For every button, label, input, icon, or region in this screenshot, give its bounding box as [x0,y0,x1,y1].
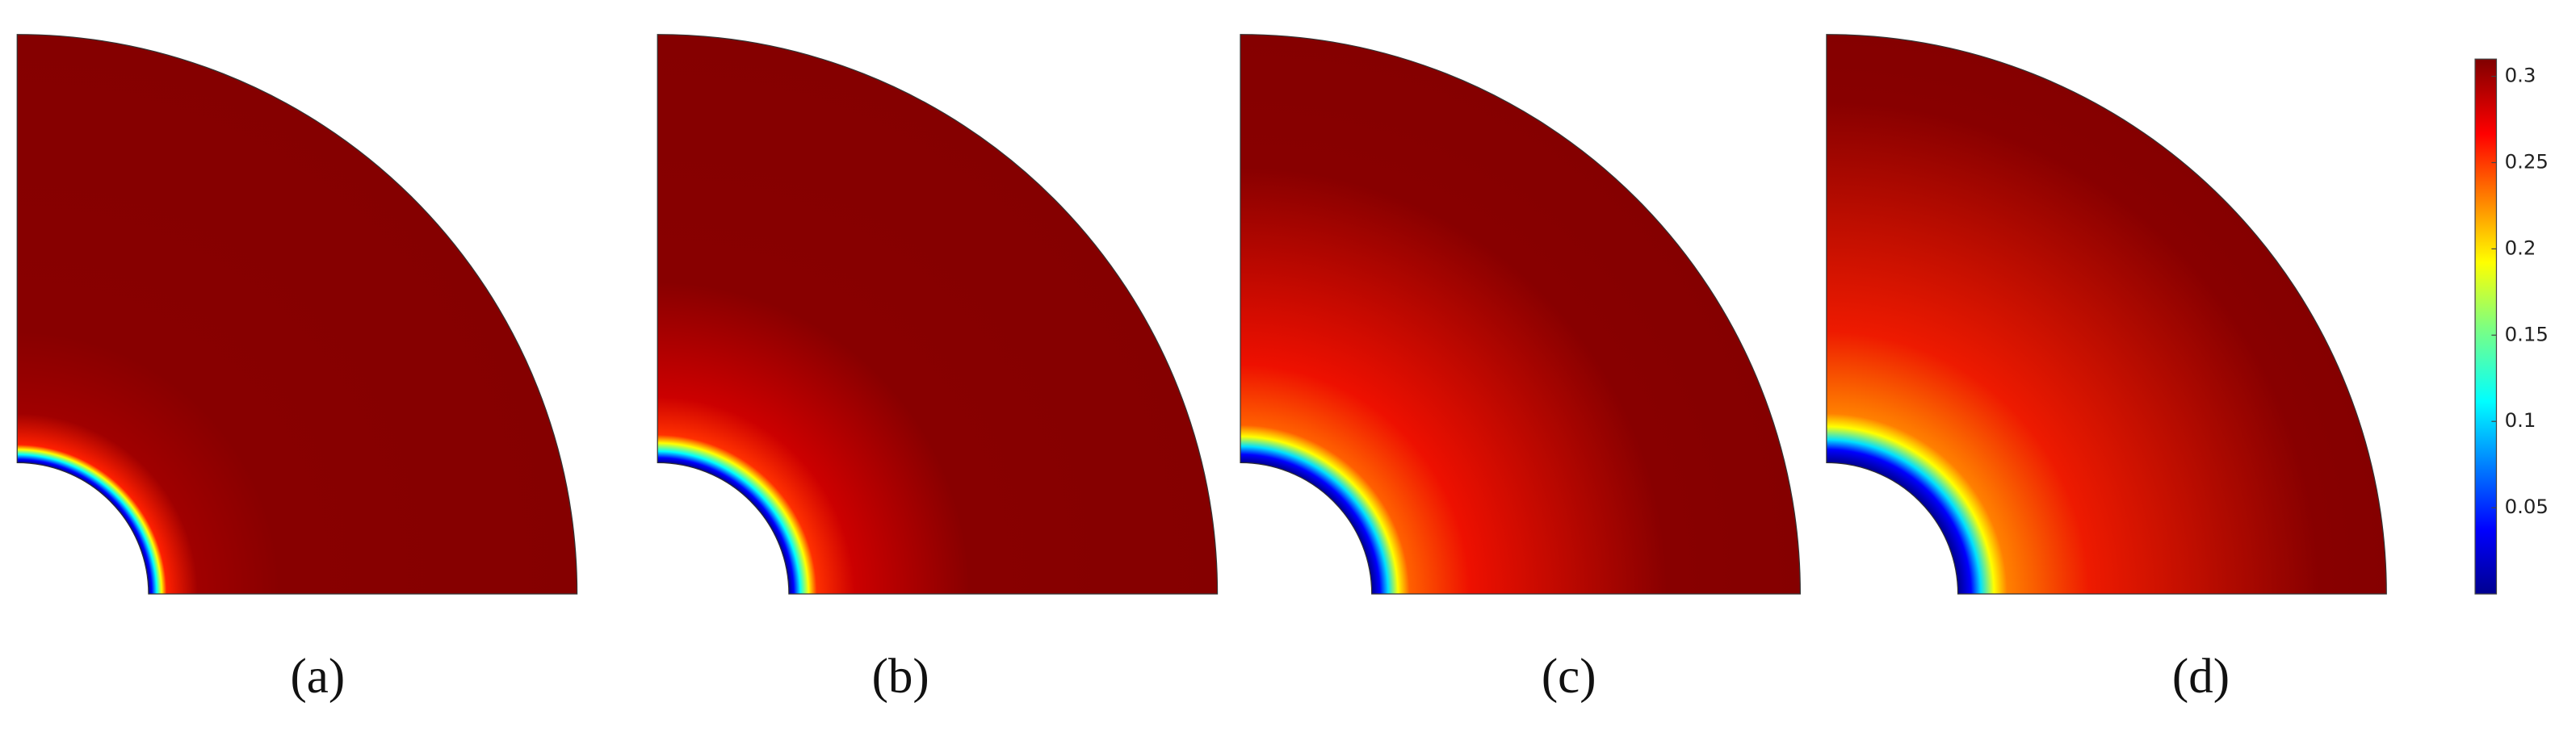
contour-plot [657,34,1219,595]
colorbar-tick-label: 0.25 [2505,149,2549,173]
colorbar-tick-label: 0.3 [2505,64,2536,87]
colorbar-tick-label: 0.05 [2505,495,2549,518]
panel-label: (c) [1542,650,1596,704]
colorbar-tick-label: 0.1 [2505,408,2536,432]
colorbar [2474,58,2498,595]
contour-plot [16,34,578,595]
panel-label: (a) [290,650,345,704]
colorbar-tick-label: 0.2 [2505,236,2536,259]
panel-label: (b) [872,650,929,704]
colorbar-tick-label: 0.15 [2505,322,2549,345]
contour-plot [1240,34,1801,595]
contour-plot [1826,34,2387,595]
panel-label: (d) [2172,650,2230,704]
